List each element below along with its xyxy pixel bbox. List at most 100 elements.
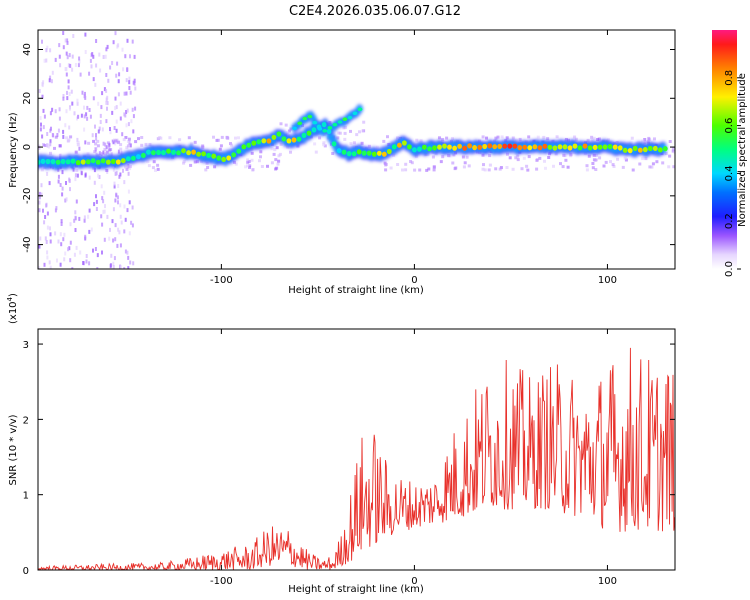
ridge-core-point [156, 149, 161, 156]
ridge-core-point [467, 143, 472, 149]
noise-speckle [40, 192, 43, 197]
ridge-core-point [341, 149, 347, 155]
noise-speckle [567, 138, 570, 142]
ridge-core-point [617, 145, 623, 151]
noise-speckle [105, 73, 108, 77]
ridge-core-point [351, 151, 357, 157]
noise-speckle [84, 32, 87, 37]
noise-speckle [105, 145, 108, 150]
ridge-core-point [331, 141, 337, 147]
noise-speckle [53, 146, 56, 150]
noise-speckle [74, 150, 78, 154]
ridge-core-point [547, 144, 553, 150]
noise-speckle [144, 142, 148, 146]
y-tick-label: 0 [22, 144, 33, 150]
noise-speckle [121, 132, 124, 137]
noise-speckle [91, 52, 94, 56]
ridge-core-point [276, 131, 282, 137]
noise-speckle [123, 229, 126, 234]
noise-speckle [57, 167, 60, 172]
noise-speckle [427, 167, 431, 171]
spectrogram-frame [37, 29, 676, 270]
noise-speckle [57, 174, 60, 179]
noise-speckle [275, 146, 279, 150]
noise-speckle [606, 138, 610, 142]
noise-speckle [71, 67, 74, 72]
ridge-core-point [271, 134, 277, 140]
noise-speckle [103, 190, 106, 195]
ridge-core-point [241, 144, 247, 150]
noise-speckle [46, 132, 49, 136]
noise-speckle [396, 163, 400, 166]
noise-speckle [74, 63, 77, 67]
ridge-core-point [311, 127, 317, 133]
noise-speckle [441, 155, 445, 159]
noise-speckle [667, 165, 671, 169]
noise-speckle [74, 173, 77, 178]
noise-speckle [104, 152, 107, 156]
noise-speckle [98, 151, 101, 156]
noise-speckle [43, 144, 47, 147]
ridge-core-point [80, 159, 86, 165]
noise-speckle [415, 138, 419, 142]
noise-speckle [49, 265, 52, 269]
noise-speckle [106, 44, 109, 49]
noise-speckle [106, 106, 108, 111]
ridge-core-point [65, 159, 71, 165]
noise-speckle [49, 48, 52, 53]
noise-speckle [110, 253, 113, 258]
ridge-core-point [336, 148, 342, 154]
noise-speckle [526, 168, 530, 172]
noise-speckle [337, 131, 341, 135]
snr-scale-label: (x104) [6, 293, 19, 324]
noise-speckle [103, 87, 106, 92]
noise-speckle [664, 152, 668, 156]
ridge-core-point [322, 129, 328, 133]
noise-speckle [494, 167, 498, 171]
noise-speckle [673, 150, 675, 154]
ridge-core-point [552, 145, 558, 151]
noise-speckle [93, 168, 96, 173]
noise-speckle [115, 119, 118, 124]
noise-speckle [585, 164, 589, 168]
noise-speckle [75, 199, 78, 204]
noise-speckle [98, 52, 101, 57]
noise-speckle [83, 114, 86, 119]
noise-speckle [119, 214, 122, 219]
noise-speckle [38, 208, 41, 213]
noise-speckle [110, 152, 113, 157]
noise-speckle [46, 211, 49, 216]
noise-speckle [68, 177, 71, 182]
noise-speckle [548, 152, 552, 156]
noise-speckle [89, 114, 92, 119]
noise-speckle [195, 160, 199, 164]
noise-speckle [128, 231, 131, 236]
noise-speckle [68, 125, 71, 130]
noise-speckle [485, 136, 488, 140]
noise-speckle [66, 38, 69, 43]
noise-speckle [74, 228, 77, 232]
noise-speckle [158, 136, 162, 139]
noise-speckle [105, 119, 108, 124]
noise-speckle [128, 165, 132, 169]
noise-speckle [113, 181, 116, 186]
noise-speckle [132, 80, 135, 85]
noise-speckle [76, 98, 79, 103]
noise-speckle [244, 165, 247, 169]
noise-speckle [88, 71, 91, 76]
noise-speckle [75, 245, 78, 250]
noise-speckle [80, 113, 83, 118]
noise-speckle [536, 135, 540, 139]
snr-x-ticks: -100 0 100 [210, 329, 617, 587]
ridge-core-point [281, 136, 287, 142]
ridge-core-point [497, 143, 503, 149]
noise-speckle [69, 240, 72, 245]
noise-speckle [96, 139, 100, 143]
ridge-core-point [352, 111, 358, 116]
noise-speckle [382, 139, 386, 143]
noise-speckle [671, 149, 675, 153]
noise-speckle [123, 204, 126, 209]
noise-speckle [508, 156, 512, 160]
noise-speckle [248, 164, 252, 168]
noise-speckle [57, 239, 60, 244]
